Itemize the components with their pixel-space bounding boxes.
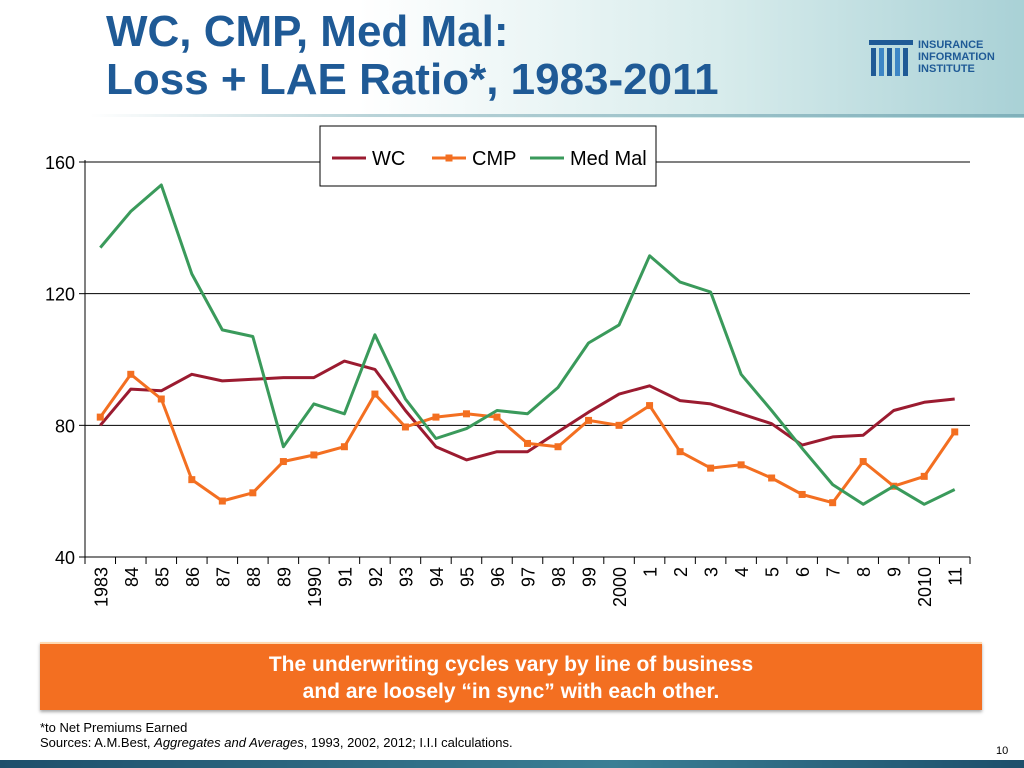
logo-line-1: INSURANCE: [918, 39, 984, 51]
x-tick-label: 84: [122, 567, 142, 587]
logo-line-3: INSTITUTE: [918, 63, 975, 75]
data-point-cmp: [920, 472, 928, 480]
data-point-cmp: [798, 490, 806, 498]
legend-label-med-mal: Med Mal: [570, 148, 647, 170]
x-tick-label: 4: [732, 567, 752, 577]
data-point-cmp: [432, 413, 440, 421]
sources-title: Aggregates and Averages: [154, 735, 304, 750]
data-point-cmp: [218, 497, 226, 505]
data-point-cmp: [127, 370, 135, 378]
data-point-cmp: [829, 499, 837, 507]
callout-banner: The underwriting cycles vary by line of …: [40, 642, 982, 710]
y-tick-label: 120: [45, 285, 75, 305]
x-tick-label: 11: [946, 567, 966, 586]
x-tick-label: 86: [183, 567, 203, 587]
data-point-cmp: [340, 443, 348, 451]
slide-title-line-2: Loss + LAE Ratio*, 1983-2011: [106, 55, 719, 104]
series-line-wc: [99, 359, 955, 462]
x-tick-label: 91: [335, 567, 355, 587]
x-tick-label: 9: [885, 567, 905, 577]
x-tick-label: 88: [244, 567, 264, 587]
series-line-med-mal: [99, 183, 956, 506]
legend-box: [319, 125, 657, 187]
x-tick-label: 2000: [610, 567, 630, 607]
x-tick-label: 95: [457, 567, 477, 587]
x-tick-label: 2010: [915, 567, 935, 607]
data-point-cmp: [615, 421, 623, 429]
data-point-cmp: [157, 395, 165, 403]
data-point-cmp: [249, 489, 257, 497]
header-band: [0, 0, 1024, 118]
data-point-cmp: [188, 476, 196, 484]
header-rule: [90, 114, 1024, 117]
legend-label-cmp: CMP: [472, 148, 516, 170]
data-point-cmp: [279, 458, 287, 466]
x-tick-label: 93: [396, 567, 416, 587]
x-tick-label: 87: [213, 567, 233, 587]
iii-logo-text: INSURANCE INFORMATION INSTITUTE: [918, 39, 995, 75]
x-tick-label: 98: [549, 567, 569, 587]
x-tick-label: 97: [519, 567, 539, 587]
slide-title: WC, CMP, Med Mal: Loss + LAE Ratio*, 198…: [106, 8, 719, 104]
data-point-cmp: [493, 413, 501, 421]
data-point-cmp: [96, 413, 104, 421]
data-point-cmp: [859, 458, 867, 466]
data-point-cmp: [524, 439, 531, 447]
x-tick-label: 1983: [91, 567, 111, 607]
data-point-cmp: [371, 390, 379, 398]
x-tick-label: 6: [793, 567, 813, 577]
y-tick-label: 160: [45, 153, 75, 173]
x-tick-label: 8: [854, 567, 874, 577]
slide-title-line-1: WC, CMP, Med Mal:: [106, 7, 509, 56]
footnote: *to Net Premiums Earned Sources: A.M.Bes…: [40, 720, 513, 750]
banner-line-1: The underwriting cycles vary by line of …: [268, 653, 754, 676]
data-point-cmp: [646, 402, 654, 410]
iii-logo: INSURANCE INFORMATION INSTITUTE: [868, 38, 1018, 80]
x-tick-label: 5: [763, 567, 783, 577]
x-tick-label: 1: [641, 567, 661, 577]
footnote-sources: Sources: A.M.Best, Aggregates and Averag…: [40, 735, 513, 750]
data-point-cmp: [554, 443, 562, 451]
data-point-cmp: [951, 428, 959, 436]
data-point-cmp: [737, 461, 745, 469]
data-point-cmp: [768, 474, 776, 482]
sources-suffix: , 1993, 2002, 2012; I.I.I calculations.: [303, 735, 513, 750]
logo-line-2: INFORMATION: [918, 51, 995, 63]
x-tick-label: 2: [671, 567, 691, 577]
x-tick-label: 92: [366, 567, 386, 587]
x-tick-label: 94: [427, 567, 447, 587]
data-point-cmp: [585, 416, 593, 424]
footnote-definition: *to Net Premiums Earned: [40, 720, 188, 735]
data-point-cmp: [401, 423, 409, 431]
x-tick-label: 96: [488, 567, 508, 587]
x-tick-label: 85: [152, 567, 172, 587]
banner-line-2: and are loosely “in sync” with each othe…: [302, 680, 720, 703]
iii-logo-icon: [869, 40, 913, 76]
y-tick-label: 40: [55, 548, 75, 568]
x-tick-label: 99: [580, 567, 600, 587]
legend-label-wc: WC: [372, 148, 405, 170]
data-point-cmp: [676, 448, 684, 456]
page-number: 10: [996, 745, 1009, 757]
x-tick-label: 1990: [305, 567, 325, 607]
y-tick-label: 80: [55, 416, 75, 436]
bottom-bar: [0, 760, 1024, 768]
data-point-cmp: [310, 451, 318, 459]
x-tick-label: 3: [702, 567, 722, 577]
x-tick-label: 7: [824, 567, 844, 577]
sources-prefix: Sources: A.M.Best,: [40, 735, 155, 750]
legend-marker-cmp: [445, 154, 453, 162]
x-tick-label: 89: [274, 567, 294, 587]
data-point-cmp: [707, 464, 715, 472]
data-point-cmp: [462, 410, 470, 418]
